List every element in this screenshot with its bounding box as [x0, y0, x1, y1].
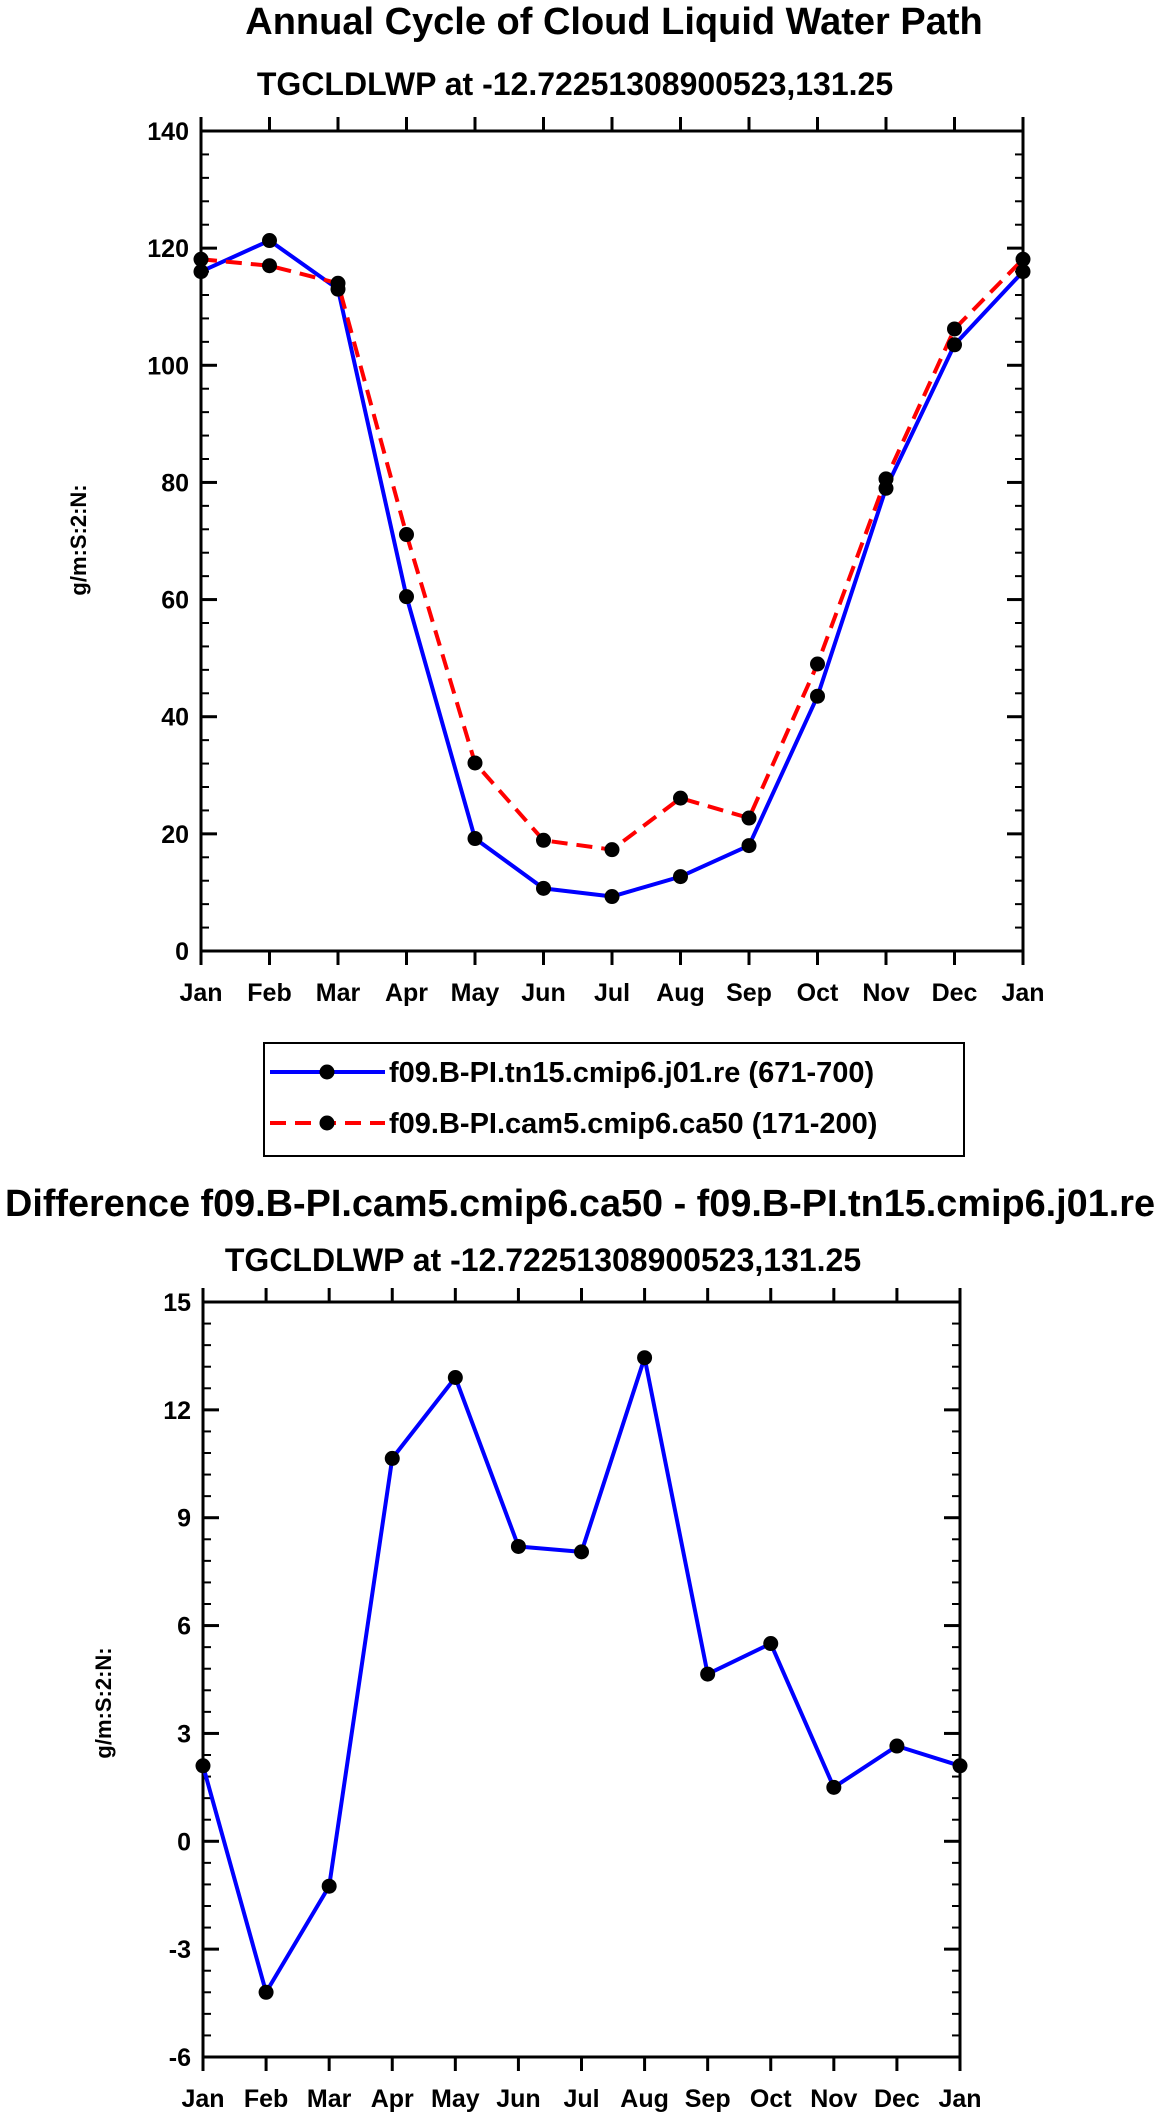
chart1-y-tick-label: 140 [147, 118, 189, 146]
chart2-x-tick-label: Jun [496, 2085, 540, 2113]
chart2-series-1-point [700, 1666, 716, 1682]
legend: f09.B-PI.tn15.cmip6.j01.re (671-700) f09… [263, 1042, 965, 1157]
chart2-y-tick-label: 12 [163, 1397, 191, 1425]
chart1-x-tick-label: Sep [726, 979, 772, 1007]
chart2-y-tick-label: -6 [169, 2044, 191, 2072]
legend-swatch-marker-2 [319, 1115, 335, 1131]
chart1-x-tick-label: Apr [385, 979, 428, 1007]
chart1-series-1-point [536, 880, 551, 896]
chart1-series-1-point [399, 589, 414, 605]
chart2-series-1-point [510, 1538, 526, 1554]
chart1-plot: Jan Feb Mar Apr May Jun Jul Aug Sep Oct Nov Dec Jan 0… [147, 117, 1045, 1007]
chart1-plot-frame [199, 129, 1025, 953]
chart1-series-2-point [467, 755, 483, 771]
chart2-x-tick-label: May [431, 2085, 480, 2113]
chart1-y-tick-label: 120 [147, 235, 189, 263]
chart1-series-2-point [947, 321, 962, 337]
chart1-series-2-point [878, 471, 894, 487]
chart1-series-2-point [604, 842, 620, 858]
chart1-series-2-point [741, 810, 757, 826]
chart1-series-2-point [810, 656, 825, 672]
chart2-y-axis-label: g/m:S:2:N: [91, 1647, 116, 1758]
chart1-series-1-point [604, 889, 620, 905]
chart1-x-tick-label: Jan [1001, 979, 1044, 1007]
chart2-y-tick-label: 3 [177, 1720, 191, 1748]
chart2-series-1-point [321, 1878, 337, 1894]
chart2-y-tick-label: 15 [163, 1289, 191, 1317]
chart2-series-1-point [574, 1544, 589, 1560]
chart1-series-2-point [330, 275, 346, 291]
chart2-y-tick-label: 9 [177, 1505, 191, 1533]
chart2-series-1-point [889, 1738, 905, 1754]
chart2-y-tick-label: 6 [177, 1613, 191, 1641]
chart1-series-2-point [673, 790, 688, 806]
chart1-series-2-point [1015, 251, 1031, 267]
chart1-subtitle: TGCLDLWP at -12.72251308900523,131.25 [257, 66, 893, 102]
chart2-subtitle: TGCLDLWP at -12.72251308900523,131.25 [225, 1242, 861, 1278]
chart1-series-1-point [673, 869, 688, 885]
chart1-series-2-point [399, 527, 414, 543]
chart1-y-tick-label: 40 [161, 704, 189, 732]
chart2-x-tick-label: Jul [563, 2085, 599, 2113]
chart1-series-2-point [193, 251, 209, 267]
chart1-y-tick-label: 20 [161, 821, 189, 849]
chart1-y-tick-label: 100 [147, 352, 189, 380]
chart1-y-tick-label: 0 [175, 938, 189, 966]
chart2-series-1-line [201, 1355, 961, 1995]
chart2-y-tick-label: 0 [177, 1828, 191, 1856]
chart2-x-tick-label: Apr [371, 2085, 414, 2113]
chart1-series-2-point [262, 258, 277, 274]
legend-swatch-marker-1 [319, 1064, 335, 1080]
chart1-series-1-point [467, 831, 483, 847]
chart2-x-tick-label: Feb [244, 2085, 288, 2113]
chart2-series-1-point [195, 1758, 211, 1774]
chart2-x-tick-label: Oct [750, 2085, 792, 2113]
chart1-series-2-point [536, 832, 551, 848]
chart1-series-1-point [262, 233, 277, 249]
chart1-title: Annual Cycle of Cloud Liquid Water Path [245, 1, 983, 43]
chart1-x-tick-label: Jun [521, 979, 565, 1007]
chart1-x-tick-label: Jul [594, 979, 630, 1007]
legend-label-2: f09.B-PI.cam5.cmip6.ca50 (171-200) [389, 1108, 877, 1140]
legend-frame [263, 1042, 965, 1157]
chart2-series-1-point [826, 1779, 842, 1795]
chart2-x-tick-label: Aug [620, 2085, 669, 2113]
chart1-series-1-point [947, 337, 962, 353]
chart2-series-1-point [258, 1984, 274, 2000]
chart2-plot: Jan Feb Mar Apr May Jun Jul Aug Sep Oct Nov Dec Jan -… [163, 1288, 982, 2113]
chart1-x-tick-label: Oct [797, 979, 839, 1007]
chart1-series-1-point [741, 838, 757, 854]
chart2-series-1-point [637, 1350, 653, 1366]
chart2-series-1-point [952, 1758, 968, 1774]
chart1-series-1-point [1015, 264, 1031, 280]
chart2-x-tick-label: Mar [307, 2085, 352, 2113]
chart1-x-tick-label: Aug [656, 979, 705, 1007]
chart2-x-tick-label: Jan [181, 2085, 224, 2113]
chart2-series-1-point [447, 1370, 463, 1385]
chart1-series-2-line [200, 257, 1025, 852]
chart2-x-tick-label: Sep [685, 2085, 731, 2113]
chart2-series-1-point [763, 1636, 779, 1652]
chart1-x-tick-label: Dec [932, 979, 978, 1007]
chart1-x-tick-label: Nov [862, 979, 909, 1007]
chart1-series-1-point [193, 264, 209, 280]
chart2-x-tick-label: Dec [874, 2085, 920, 2113]
chart1-y-tick-label: 80 [161, 469, 189, 497]
chart1-series-1-point [810, 688, 825, 704]
chart2-plot-frame [201, 1300, 962, 2059]
chart1-y-axis-label: g/m:S:2:N: [66, 484, 91, 595]
chart1-y-tick-label: 60 [161, 587, 189, 615]
chart2-x-tick-label: Jan [938, 2085, 981, 2113]
chart1-x-tick-label: May [451, 979, 500, 1007]
chart2-series-1-point [384, 1450, 400, 1466]
chart1-x-tick-label: Jan [179, 979, 222, 1007]
chart1-x-tick-label: Feb [247, 979, 291, 1007]
chart2-title: Difference f09.B-PI.cam5.cmip6.ca50 - f0… [5, 1183, 1155, 1225]
chart1-series-1-line [200, 238, 1025, 899]
chart1-x-tick-label: Mar [316, 979, 361, 1007]
chart2-y-tick-label: -3 [169, 1936, 191, 1964]
legend-label-1: f09.B-PI.tn15.cmip6.j01.re (671-700) [389, 1057, 874, 1089]
chart2-x-tick-label: Nov [810, 2085, 857, 2113]
